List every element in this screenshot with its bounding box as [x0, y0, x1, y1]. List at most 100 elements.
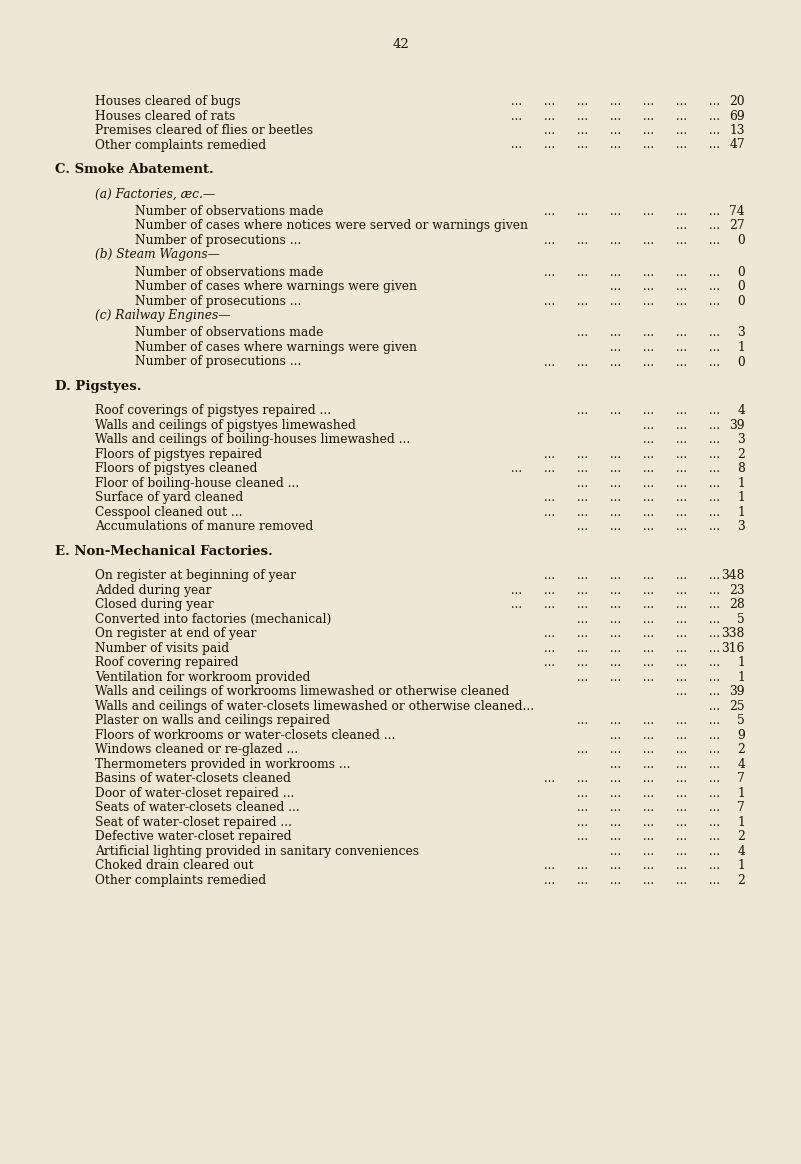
Text: ...      ...      ...      ...      ...      ...      ...: ... ... ... ... ... ... ...: [500, 462, 720, 475]
Text: 2: 2: [737, 448, 745, 461]
Text: 25: 25: [730, 700, 745, 712]
Text: 1: 1: [737, 656, 745, 669]
Text: Basins of water-closets cleaned: Basins of water-closets cleaned: [95, 772, 291, 785]
Text: ...      ...      ...      ...      ...      ...: ... ... ... ... ... ...: [533, 125, 720, 137]
Text: 3: 3: [737, 326, 745, 340]
Text: Door of water-closet repaired ...: Door of water-closet repaired ...: [95, 787, 295, 800]
Text: ...      ...      ...      ...: ... ... ... ...: [599, 729, 720, 741]
Text: ...      ...      ...: ... ... ...: [632, 419, 720, 432]
Text: Seat of water-closet repaired ...: Seat of water-closet repaired ...: [95, 816, 292, 829]
Text: Windows cleaned or re-glazed ...: Windows cleaned or re-glazed ...: [95, 743, 298, 757]
Text: Number of prosecutions ...: Number of prosecutions ...: [135, 294, 301, 307]
Text: 0: 0: [737, 265, 745, 278]
Text: ...      ...      ...      ...: ... ... ... ...: [599, 845, 720, 858]
Text: ...      ...      ...      ...      ...      ...: ... ... ... ... ... ...: [533, 656, 720, 669]
Text: ...      ...      ...      ...: ... ... ... ...: [599, 758, 720, 771]
Text: 28: 28: [729, 598, 745, 611]
Text: ...      ...      ...      ...      ...      ...: ... ... ... ... ... ...: [533, 448, 720, 461]
Text: 20: 20: [730, 95, 745, 108]
Text: Roof covering repaired: Roof covering repaired: [95, 656, 239, 669]
Text: ...      ...      ...      ...      ...: ... ... ... ... ...: [566, 404, 720, 418]
Text: D. Pigstyes.: D. Pigstyes.: [55, 379, 142, 393]
Text: ...      ...      ...      ...      ...      ...: ... ... ... ... ... ...: [533, 506, 720, 519]
Text: ...      ...      ...      ...      ...      ...: ... ... ... ... ... ...: [533, 627, 720, 640]
Text: ...      ...      ...      ...      ...: ... ... ... ... ...: [566, 714, 720, 728]
Text: 316: 316: [722, 641, 745, 654]
Text: ...      ...      ...      ...      ...      ...: ... ... ... ... ... ...: [533, 234, 720, 247]
Text: Artificial lighting provided in sanitary conveniences: Artificial lighting provided in sanitary…: [95, 845, 419, 858]
Text: Walls and ceilings of pigstyes limewashed: Walls and ceilings of pigstyes limewashe…: [95, 419, 356, 432]
Text: Accumulations of manure removed: Accumulations of manure removed: [95, 520, 313, 533]
Text: 2: 2: [737, 874, 745, 887]
Text: 4: 4: [737, 758, 745, 771]
Text: ...      ...      ...      ...      ...      ...: ... ... ... ... ... ...: [533, 205, 720, 218]
Text: Plaster on walls and ceilings repaired: Plaster on walls and ceilings repaired: [95, 714, 330, 728]
Text: 8: 8: [737, 462, 745, 475]
Text: 42: 42: [392, 38, 409, 51]
Text: 39: 39: [730, 419, 745, 432]
Text: ...      ...      ...: ... ... ...: [632, 433, 720, 446]
Text: ...      ...      ...      ...      ...      ...: ... ... ... ... ... ...: [533, 294, 720, 307]
Text: 74: 74: [730, 205, 745, 218]
Text: ...      ...      ...      ...      ...: ... ... ... ... ...: [566, 670, 720, 683]
Text: ...      ...      ...      ...      ...      ...: ... ... ... ... ... ...: [533, 772, 720, 785]
Text: 1: 1: [737, 477, 745, 490]
Text: 1: 1: [737, 859, 745, 872]
Text: Cesspool cleaned out ...: Cesspool cleaned out ...: [95, 506, 243, 519]
Text: ...      ...: ... ...: [665, 686, 720, 698]
Text: Walls and ceilings of workrooms limewashed or otherwise cleaned: Walls and ceilings of workrooms limewash…: [95, 686, 509, 698]
Text: Choked drain cleared out: Choked drain cleared out: [95, 859, 254, 872]
Text: Houses cleared of rats: Houses cleared of rats: [95, 109, 235, 122]
Text: Houses cleared of bugs: Houses cleared of bugs: [95, 95, 240, 108]
Text: ...      ...      ...      ...      ...      ...      ...: ... ... ... ... ... ... ...: [500, 95, 720, 108]
Text: ...      ...: ... ...: [665, 219, 720, 232]
Text: ...      ...      ...      ...      ...: ... ... ... ... ...: [566, 816, 720, 829]
Text: 7: 7: [737, 801, 745, 814]
Text: 1: 1: [737, 816, 745, 829]
Text: Other complaints remedied: Other complaints remedied: [95, 874, 266, 887]
Text: ...      ...      ...      ...      ...      ...      ...: ... ... ... ... ... ... ...: [500, 583, 720, 597]
Text: ...      ...      ...      ...      ...      ...: ... ... ... ... ... ...: [533, 641, 720, 654]
Text: ...      ...      ...      ...      ...: ... ... ... ... ...: [566, 326, 720, 340]
Text: Premises cleared of flies or beetles: Premises cleared of flies or beetles: [95, 125, 313, 137]
Text: 1: 1: [737, 787, 745, 800]
Text: ...      ...      ...      ...      ...      ...: ... ... ... ... ... ...: [533, 874, 720, 887]
Text: 69: 69: [729, 109, 745, 122]
Text: 7: 7: [737, 772, 745, 785]
Text: Number of observations made: Number of observations made: [135, 326, 324, 340]
Text: ...      ...      ...      ...      ...: ... ... ... ... ...: [566, 520, 720, 533]
Text: ...      ...      ...      ...      ...: ... ... ... ... ...: [566, 612, 720, 625]
Text: Walls and ceilings of water-closets limewashed or otherwise cleaned...: Walls and ceilings of water-closets lime…: [95, 700, 534, 712]
Text: Floors of workrooms or water-closets cleaned ...: Floors of workrooms or water-closets cle…: [95, 729, 396, 741]
Text: ...      ...      ...      ...      ...      ...: ... ... ... ... ... ...: [533, 265, 720, 278]
Text: 2: 2: [737, 743, 745, 757]
Text: ...      ...      ...      ...      ...      ...      ...: ... ... ... ... ... ... ...: [500, 109, 720, 122]
Text: Converted into factories (mechanical): Converted into factories (mechanical): [95, 612, 332, 625]
Text: 0: 0: [737, 355, 745, 369]
Text: Number of cases where warnings were given: Number of cases where warnings were give…: [135, 281, 417, 293]
Text: On register at end of year: On register at end of year: [95, 627, 256, 640]
Text: E. Non-Mechanical Factories.: E. Non-Mechanical Factories.: [55, 545, 273, 558]
Text: Number of observations made: Number of observations made: [135, 205, 324, 218]
Text: 5: 5: [737, 714, 745, 728]
Text: ...      ...      ...      ...      ...      ...: ... ... ... ... ... ...: [533, 491, 720, 504]
Text: ...: ...: [698, 700, 720, 712]
Text: Thermometers provided in workrooms ...: Thermometers provided in workrooms ...: [95, 758, 351, 771]
Text: Number of observations made: Number of observations made: [135, 265, 324, 278]
Text: 4: 4: [737, 845, 745, 858]
Text: 1: 1: [737, 506, 745, 519]
Text: 13: 13: [730, 125, 745, 137]
Text: 23: 23: [730, 583, 745, 597]
Text: 0: 0: [737, 281, 745, 293]
Text: Defective water-closet repaired: Defective water-closet repaired: [95, 830, 292, 843]
Text: 1: 1: [737, 491, 745, 504]
Text: 39: 39: [730, 686, 745, 698]
Text: Number of cases where notices were served or warnings given: Number of cases where notices were serve…: [135, 219, 528, 232]
Text: Other complaints remedied: Other complaints remedied: [95, 139, 266, 151]
Text: Number of cases where warnings were given: Number of cases where warnings were give…: [135, 341, 417, 354]
Text: ...      ...      ...      ...      ...: ... ... ... ... ...: [566, 787, 720, 800]
Text: Number of visits paid: Number of visits paid: [95, 641, 229, 654]
Text: 0: 0: [737, 234, 745, 247]
Text: ...      ...      ...      ...      ...      ...      ...: ... ... ... ... ... ... ...: [500, 139, 720, 151]
Text: 338: 338: [722, 627, 745, 640]
